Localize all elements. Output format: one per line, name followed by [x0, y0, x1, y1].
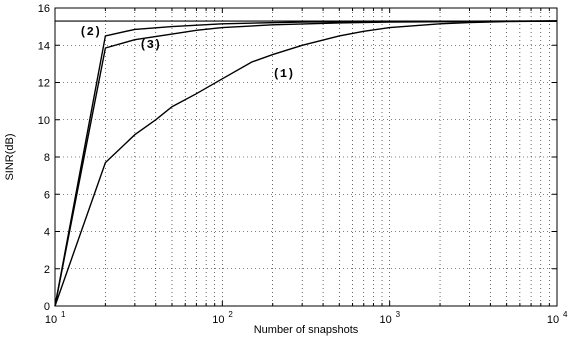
series-label-2: (2) [79, 25, 101, 39]
x-tick-label: 10 [212, 314, 224, 326]
x-tick-label-exponent: 3 [396, 310, 401, 319]
x-tick-label-exponent: 4 [563, 310, 568, 319]
series-group [54, 20, 558, 307]
ticks [54, 7, 557, 307]
y-tick-label: 10 [38, 115, 50, 127]
y-tick-label: 16 [38, 3, 50, 15]
y-tick-label: 4 [44, 227, 50, 239]
x-axis-label: Number of snapshots [254, 324, 359, 336]
plot-frame [54, 7, 558, 307]
y-tick-label: 2 [44, 264, 50, 276]
x-tick-label: 10 [547, 314, 559, 326]
y-tick-label: 6 [44, 189, 50, 201]
x-tick-label: 10 [45, 314, 57, 326]
grid [55, 8, 557, 306]
series-label-3: (3) [140, 38, 162, 52]
series-label-1: (1) [273, 67, 295, 81]
y-axis-label: SINR(dB) [4, 133, 16, 180]
series-line-3 [54, 20, 558, 307]
x-tick-label: 10 [380, 314, 392, 326]
y-tick-label: 14 [38, 40, 50, 52]
series-annotations: (1) (2) (3) [79, 25, 294, 81]
x-tick-label-exponent: 2 [228, 310, 233, 319]
x-tick-label-exponent: 1 [61, 310, 66, 319]
series-line-2 [54, 20, 558, 307]
y-tick-label: 12 [38, 78, 50, 90]
tick-labels: 0 2 4 6 8 10 12 14 16 10 1 10 2 10 3 10 4 [38, 3, 568, 326]
y-tick-label: 8 [44, 152, 50, 164]
series-line-1 [54, 20, 558, 307]
y-tick-label: 0 [44, 301, 50, 313]
